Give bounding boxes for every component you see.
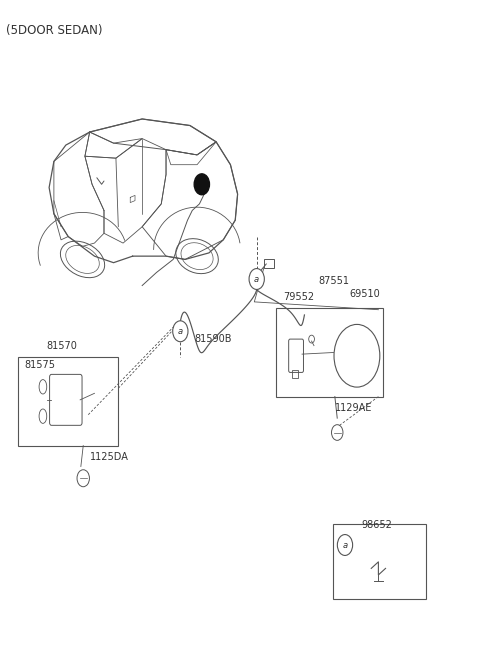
Bar [264,259,275,268]
Text: a: a [254,274,259,283]
Bar [292,370,298,379]
Text: (5DOOR SEDAN): (5DOOR SEDAN) [6,24,103,37]
Text: 1129AE: 1129AE [336,403,373,413]
Circle shape [173,321,188,342]
Text: 79552: 79552 [283,292,314,302]
Circle shape [194,174,209,195]
Text: a: a [178,327,183,336]
Bar [276,308,383,397]
Circle shape [337,535,353,556]
Bar [18,358,118,445]
Text: 87551: 87551 [319,276,350,285]
Bar [333,524,426,599]
Text: 81590B: 81590B [195,335,232,344]
Text: 69510: 69510 [350,289,381,298]
Text: 81570: 81570 [47,341,78,351]
Text: 98652: 98652 [362,520,393,531]
Text: 1125DA: 1125DA [90,452,129,462]
Text: 81575: 81575 [24,360,55,371]
Circle shape [249,268,264,289]
Text: a: a [342,541,348,550]
